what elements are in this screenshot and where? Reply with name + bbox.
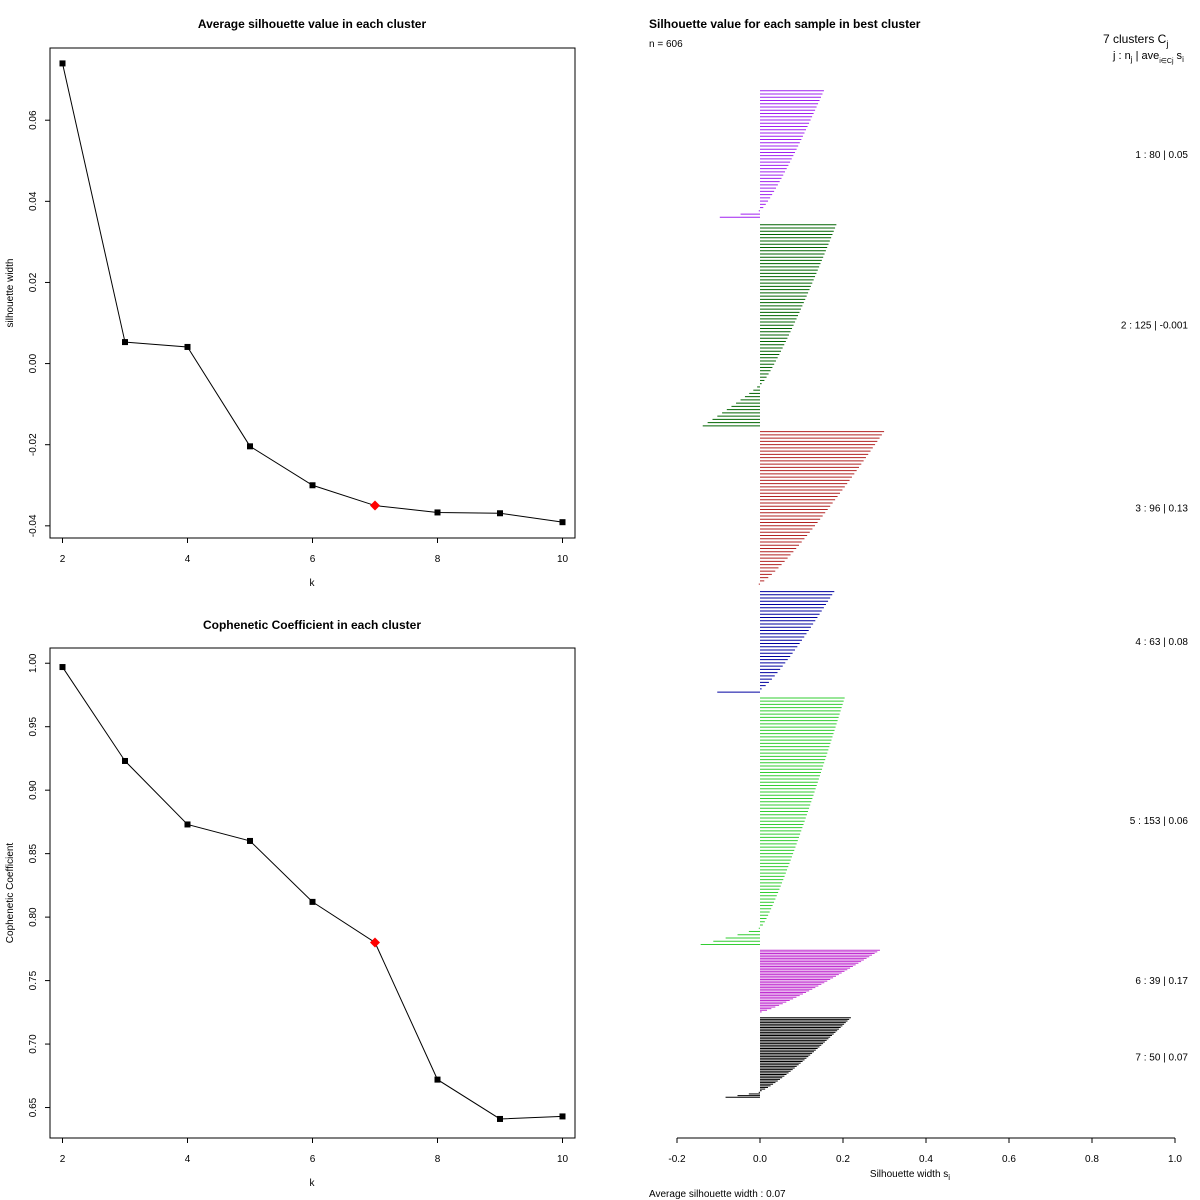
y-tick-label: 0.80	[28, 907, 39, 927]
chart3-title: Silhouette value for each sample in best…	[649, 17, 921, 31]
data-point	[497, 1115, 503, 1122]
x-tick-label: 4	[185, 554, 191, 565]
data-point	[247, 443, 253, 450]
silhouette-line-chart: Average silhouette value in each cluster…	[5, 17, 576, 589]
chart2-x-label: k	[310, 1178, 316, 1189]
y-tick-label: 0.06	[28, 110, 39, 130]
data-point	[122, 339, 128, 346]
data-point	[434, 1076, 441, 1083]
x-tick-label: 0.2	[836, 1154, 850, 1165]
silhouette-bar-chart: Silhouette value for each sample in best…	[649, 17, 1188, 1200]
chart3-header-line2: j : nj | avei∈Cj si	[1112, 50, 1184, 65]
x-tick-label: 0.0	[753, 1154, 767, 1165]
x-tick-label: -0.2	[668, 1154, 686, 1165]
chart3-footer: Average silhouette width : 0.07	[649, 1189, 786, 1200]
y-tick-label: -0.02	[28, 433, 39, 456]
data-point	[309, 898, 316, 905]
y-tick-label: 0.95	[28, 717, 39, 737]
chart1-y-label: silhouette width	[5, 259, 16, 328]
x-tick-label: 2	[60, 554, 66, 565]
x-tick-label: 2	[60, 1154, 66, 1165]
series-line	[62, 63, 563, 523]
cluster-5-label: 5 : 153 | 0.06	[1130, 816, 1189, 827]
x-tick-label: 4	[185, 1154, 191, 1165]
chart3-n-label: n = 606	[649, 39, 683, 50]
cluster-3-label: 3 : 96 | 0.13	[1135, 504, 1188, 515]
y-tick-label: 0.65	[28, 1097, 39, 1117]
highlight-point	[370, 500, 380, 511]
y-tick-label: 0.02	[28, 272, 39, 292]
x-tick-label: 0.6	[1002, 1154, 1016, 1165]
x-tick-label: 0.4	[919, 1154, 933, 1165]
data-point	[122, 757, 128, 764]
x-tick-label: 0.8	[1085, 1154, 1099, 1165]
chart1-x-label: k	[310, 578, 316, 589]
y-tick-label: 0.00	[28, 353, 39, 373]
x-tick-label: 1.0	[1168, 1154, 1182, 1165]
x-tick-label: 10	[557, 554, 569, 565]
data-point	[559, 519, 566, 526]
series-line	[62, 666, 563, 1120]
x-tick-label: 8	[435, 554, 441, 565]
data-point	[559, 1113, 566, 1120]
cluster-6-label: 6 : 39 | 0.17	[1135, 976, 1188, 987]
chart2-y-label: Cophenetic Coefficient	[5, 843, 16, 944]
chart1-plot-frame	[49, 47, 576, 539]
data-point	[434, 509, 441, 516]
cluster-7-label: 7 : 50 | 0.07	[1135, 1052, 1188, 1063]
x-tick-label: 6	[310, 554, 316, 565]
x-tick-label: 8	[435, 1154, 441, 1165]
y-tick-label: -0.04	[28, 514, 39, 537]
y-tick-label: 0.70	[28, 1034, 39, 1054]
data-point	[59, 60, 66, 67]
highlight-point	[370, 937, 380, 948]
y-tick-label: 0.04	[28, 191, 39, 211]
data-point	[309, 482, 316, 489]
chart3-x-label: Silhouette width si	[870, 1169, 950, 1182]
data-point	[184, 821, 191, 828]
x-tick-label: 6	[310, 1154, 316, 1165]
cluster-1-label: 1 : 80 | 0.05	[1135, 150, 1188, 161]
y-tick-label: 0.85	[28, 843, 39, 863]
y-tick-label: 1.00	[28, 653, 39, 673]
cluster-2-label: 2 : 125 | -0.001	[1121, 320, 1189, 331]
y-tick-label: 0.90	[28, 780, 39, 800]
chart2-plot-frame	[49, 647, 576, 1139]
chart3-header-line1: 7 clusters Cj	[1103, 32, 1168, 49]
data-point	[247, 837, 253, 844]
cluster-4-label: 4 : 63 | 0.08	[1135, 637, 1188, 648]
chart2-title: Cophenetic Coefficient in each cluster	[203, 618, 421, 632]
x-tick-label: 10	[557, 1154, 569, 1165]
y-tick-label: 0.75	[28, 970, 39, 990]
data-point	[59, 664, 66, 671]
chart1-title: Average silhouette value in each cluster	[198, 17, 427, 31]
cophenetic-line-chart: Cophenetic Coefficient in each cluster 2…	[5, 618, 576, 1189]
data-point	[184, 343, 191, 350]
data-point	[497, 510, 503, 517]
